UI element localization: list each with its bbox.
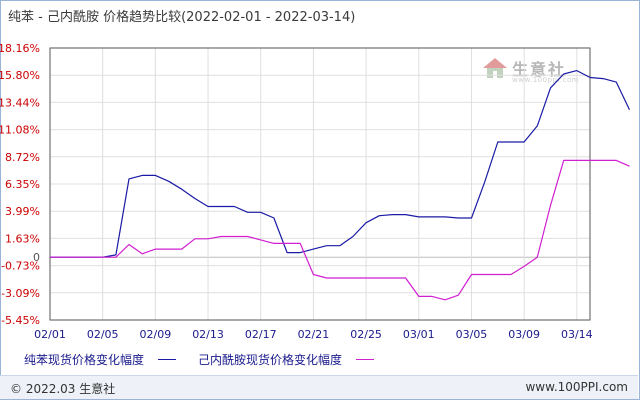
footer-bar: © 2022.03 生意社 www.100PPI.com — [0, 375, 638, 399]
chart-legend: 纯苯现货价格变化幅度 己内酰胺现货价格变化幅度 — [24, 351, 396, 368]
x-tick-label: 02/09 — [140, 328, 172, 341]
legend-swatch-benzene — [158, 359, 177, 360]
x-tick-label: 02/25 — [350, 328, 382, 341]
x-tick-label: 02/13 — [192, 328, 224, 341]
y-tick-label: 1.63% — [5, 232, 40, 245]
x-tick-label: 02/17 — [245, 328, 277, 341]
house-icon — [483, 58, 507, 78]
y-tick-label: -5.45% — [1, 314, 40, 327]
y-tick-label: -3.09% — [1, 287, 40, 300]
series-line-caprolactam — [50, 159, 630, 301]
plot-area-border — [49, 47, 591, 321]
y-tick-label: -0.73% — [1, 260, 40, 273]
legend-label-benzene: 纯苯现货价格变化幅度 — [24, 353, 145, 367]
watermark-text: 生意社 — [512, 60, 567, 79]
watermark-logo: 生意社 www.100ppi.com — [482, 56, 579, 84]
y-tick-label: 8.72% — [5, 151, 40, 164]
y-tick-label: 3.99% — [5, 205, 40, 218]
x-tick-label: 02/01 — [34, 328, 66, 341]
watermark-subtext: www.100ppi.com — [512, 76, 580, 84]
footer-url[interactable]: www.100PPI.com — [525, 380, 628, 394]
x-tick-label: 03/05 — [456, 328, 488, 341]
x-tick-label: 03/14 — [561, 328, 593, 341]
y-tick-label: 15.80% — [0, 69, 40, 82]
zero-label: 0 — [33, 251, 40, 264]
legend-label-caprolactam: 己内酰胺现货价格变化幅度 — [198, 353, 343, 367]
legend-swatch-caprolactam — [356, 359, 375, 360]
x-tick-label: 02/05 — [87, 328, 119, 341]
y-tick-label: 6.35% — [5, 178, 40, 191]
x-tick-label: 03/01 — [403, 328, 435, 341]
y-tick-label: 13.44% — [0, 96, 40, 109]
footer-copyright: © 2022.03 生意社 — [10, 382, 116, 396]
series-line-benzene — [50, 69, 631, 258]
x-tick-label: 03/09 — [508, 328, 540, 341]
y-tick-label: 18.16% — [0, 42, 40, 55]
chart-title: 纯苯 - 己内酰胺 价格趋势比较(2022-02-01 - 2022-03-14… — [8, 10, 356, 25]
x-tick-label: 02/21 — [298, 328, 330, 341]
y-tick-label: 11.08% — [0, 124, 40, 137]
